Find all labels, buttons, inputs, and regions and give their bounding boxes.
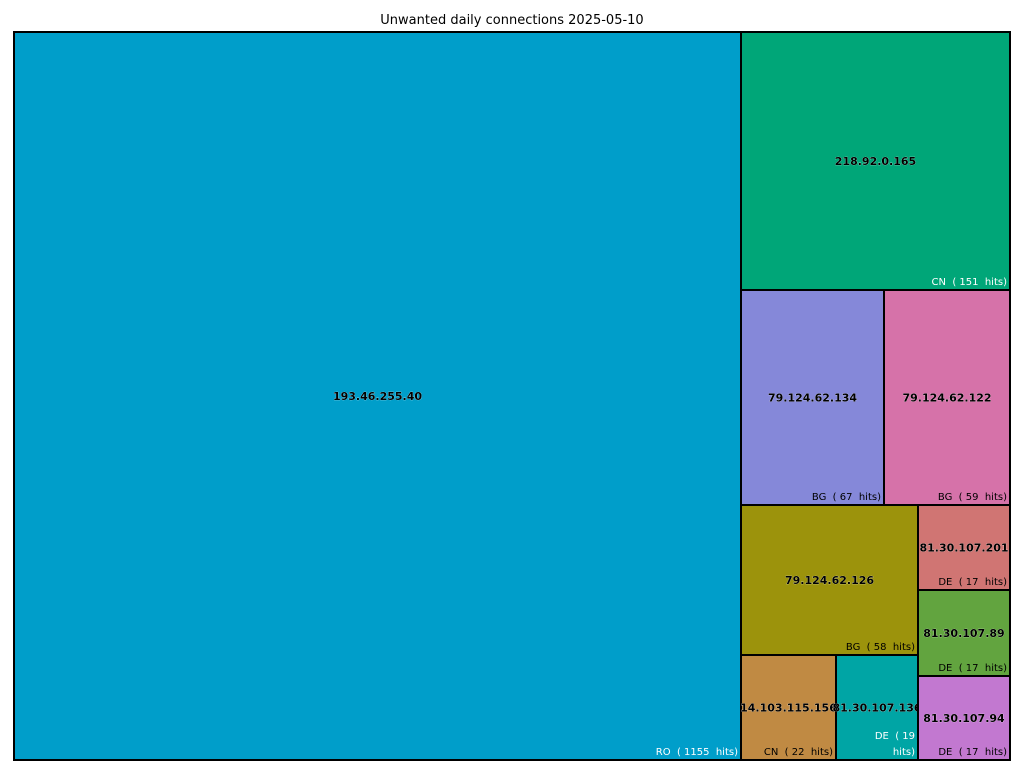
treemap-rect [917, 504, 1011, 591]
ip-label: 81.30.107.136 [832, 702, 921, 715]
treemap-rect [740, 289, 885, 506]
treemap-cell: 218.92.0.165 CN ( 151 hits) [740, 31, 1011, 291]
treemap-cell: 81.30.107.201 DE ( 17 hits) [917, 504, 1011, 591]
country-hits-label: DE ( 19 [875, 731, 915, 742]
treemap-rect [740, 504, 919, 656]
ip-label: 218.92.0.165 [835, 155, 916, 168]
treemap-rect [835, 654, 919, 761]
treemap-cell: 81.30.107.94 DE ( 17 hits) [917, 675, 1011, 761]
treemap-rect [740, 654, 837, 761]
country-hits-label: DE ( 17 hits) [938, 577, 1007, 588]
country-hits-label: DE ( 17 hits) [938, 747, 1007, 758]
country-hits-label: RO ( 1155 hits) [656, 747, 738, 758]
ip-label: 81.30.107.89 [923, 627, 1004, 640]
country-hits-label: BG ( 58 hits) [846, 642, 915, 653]
country-hits-label: CN ( 151 hits) [932, 277, 1008, 288]
treemap-cell: 79.124.62.122 BG ( 59 hits) [883, 289, 1011, 506]
treemap-cell: 81.30.107.136 DE ( 19 hits) [832, 654, 922, 761]
treemap-cell: 14.103.115.156 CN ( 22 hits) [740, 654, 837, 761]
country-hits-label: BG ( 67 hits) [812, 492, 881, 503]
country-hits-label: hits) [893, 747, 915, 758]
treemap-cell: 79.124.62.126 BG ( 58 hits) [740, 504, 919, 656]
treemap-rect [883, 289, 1011, 506]
treemap-rect [917, 675, 1011, 761]
ip-label: 14.103.115.156 [740, 702, 837, 715]
ip-label: 193.46.255.40 [333, 390, 422, 403]
treemap-cells: 193.46.255.40 RO ( 1155 hits) 218.92.0.165… [13, 31, 1011, 761]
country-hits-label: BG ( 59 hits) [938, 492, 1007, 503]
ip-label: 79.124.62.134 [768, 392, 857, 405]
ip-label: 81.30.107.201 [919, 542, 1008, 555]
country-hits-label: DE ( 17 hits) [938, 663, 1007, 674]
treemap-cell: 81.30.107.89 DE ( 17 hits) [917, 589, 1011, 677]
treemap-cell: 79.124.62.134 BG ( 67 hits) [740, 289, 885, 506]
treemap-rect [740, 31, 1011, 291]
ip-label: 79.124.62.122 [902, 392, 991, 405]
treemap-rect [13, 31, 742, 761]
country-hits-label: CN ( 22 hits) [764, 747, 833, 758]
ip-label: 81.30.107.94 [923, 712, 1005, 725]
chart-title: Unwanted daily connections 2025-05-10 [380, 13, 643, 28]
treemap-cell: 193.46.255.40 RO ( 1155 hits) [13, 31, 742, 761]
ip-label: 79.124.62.126 [785, 574, 874, 587]
